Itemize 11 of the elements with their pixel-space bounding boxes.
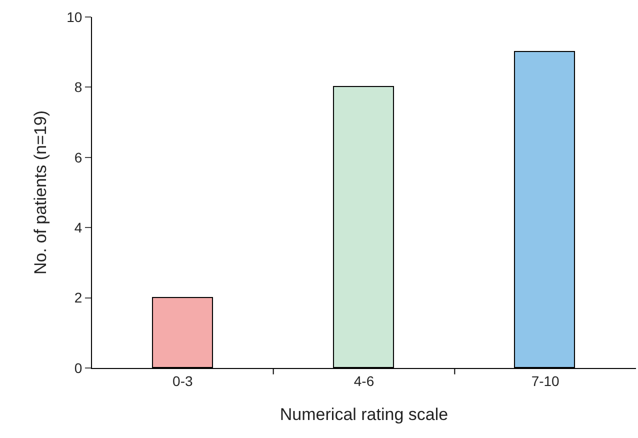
- y-tick-label: 2: [74, 290, 82, 306]
- y-tick-label: 4: [74, 220, 82, 236]
- y-axis-title: No. of patients (n=19): [31, 110, 50, 274]
- x-axis-title: Numerical rating scale: [280, 405, 448, 424]
- x-tick-label: 0-3: [172, 372, 193, 389]
- y-tick-label: 6: [74, 149, 82, 166]
- x-tick-label: 4-6: [354, 372, 374, 389]
- y-tick-label: 8: [74, 79, 82, 96]
- x-tick-label: 7-10: [531, 372, 560, 389]
- y-tick-label: 0: [74, 360, 82, 376]
- y-tick-label: 10: [66, 8, 82, 25]
